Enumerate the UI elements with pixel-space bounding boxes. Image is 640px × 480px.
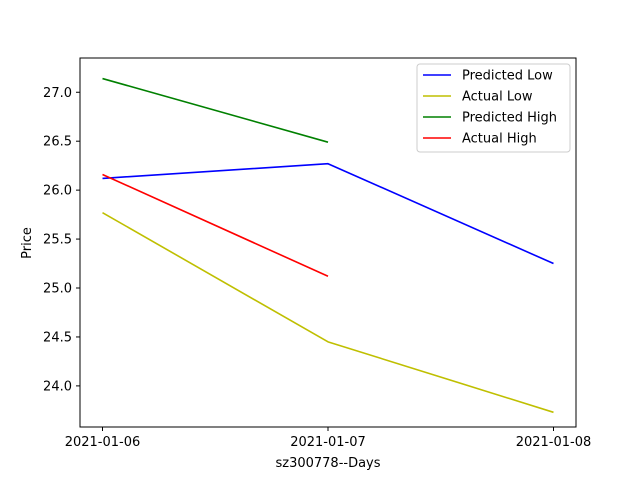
y-tick-label: 25.5 [43, 233, 72, 248]
y-tick-label: 24.5 [43, 330, 72, 345]
y-tick-label: 26.0 [43, 184, 72, 199]
y-axis: 24.0 24.5 25.0 25.5 26.0 26.5 27.0 [43, 86, 80, 394]
series-line-predicted-high [102, 77, 329, 143]
series-line-actual-low [102, 211, 554, 414]
x-tick-label: 2021-01-07 [290, 435, 366, 450]
y-tick-label: 24.0 [43, 379, 72, 394]
legend-box [416, 63, 571, 153]
x-tick-label: 2021-01-08 [516, 435, 592, 450]
series-line-predicted-low [102, 162, 554, 265]
y-axis-title: Price [20, 227, 35, 259]
x-axis: 2021-01-06 2021-01-07 2021-01-08 [65, 427, 592, 450]
series-line-actual-high [102, 173, 329, 277]
series-group [102, 77, 554, 414]
legend-label: Actual Low [462, 90, 533, 105]
y-tick-label: 25.0 [43, 282, 72, 297]
legend-label: Predicted High [462, 111, 557, 126]
x-axis-title: sz300778--Days [275, 456, 380, 471]
y-tick-label: 26.5 [43, 135, 72, 150]
x-tick-label: 2021-01-06 [65, 435, 141, 450]
legend-label: Actual High [462, 132, 537, 147]
y-tick-label: 27.0 [43, 86, 72, 101]
legend-label: Predicted Low [462, 69, 553, 84]
legend: Predicted Low Actual Low Predicted High Act… [416, 63, 571, 153]
